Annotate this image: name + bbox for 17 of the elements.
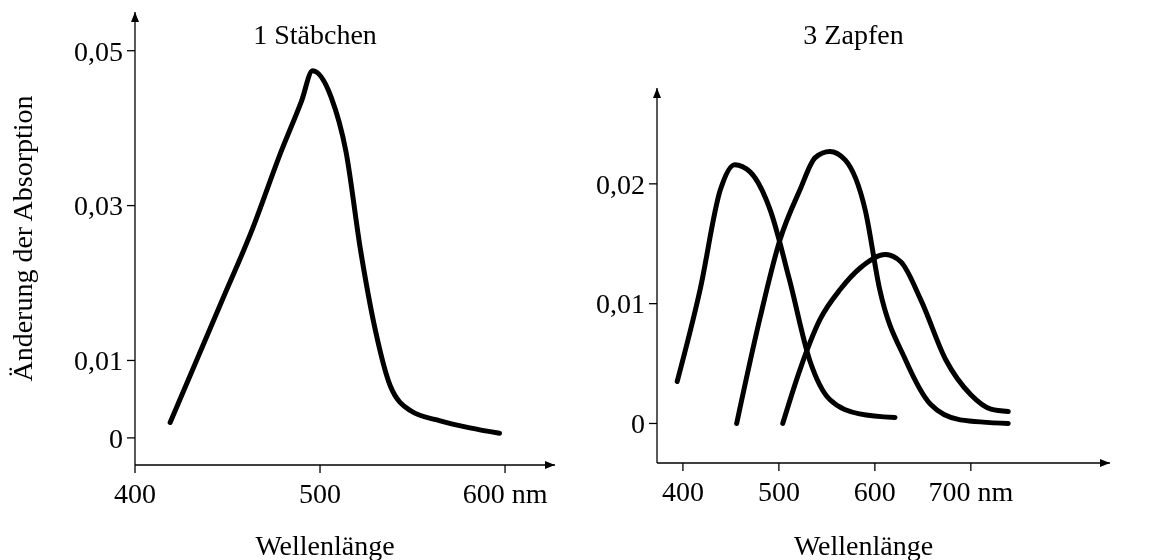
x-tick-label: 600 nm [462,478,548,509]
y-tick-label: 0,01 [74,345,123,377]
y-tick-label: 0,03 [74,190,123,222]
chart-title: 1 Stäbchen [253,19,377,50]
y-tick-label: 0 [109,422,123,454]
x-tick-label: 400 [114,478,156,509]
chart-title: 3 Zapfen [803,19,904,50]
y-tick-label: 0,02 [596,168,645,200]
x-tick-label: 600 [853,476,896,507]
x-tick-label: 700 nm [928,476,1014,507]
y-tick-label: 0,05 [74,35,123,67]
y-axis-title: Änderung der Absorption [7,95,38,382]
x-tick-label: 500 [757,476,800,507]
x-tick-label: 400 [661,476,704,507]
y-tick-label: 0 [631,408,645,440]
x-tick-label: 500 [299,478,342,509]
y-tick-label: 0,01 [596,288,645,320]
